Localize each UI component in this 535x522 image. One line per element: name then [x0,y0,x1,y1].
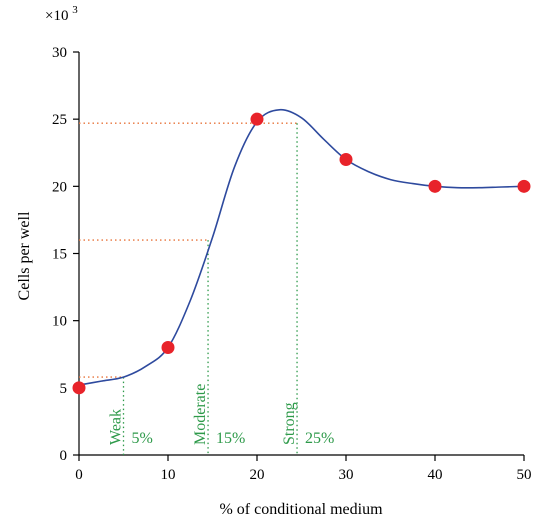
y-tick-label: 15 [52,247,67,263]
markers [72,112,531,395]
annotation-percent: 5% [132,430,153,447]
x-tick-label: 50 [517,467,532,483]
data-point [517,179,531,193]
y-multiplier-base: ×10 [45,8,68,24]
annotation-label: Moderate [192,384,209,445]
x-tick-label: 0 [75,467,83,483]
x-tick-label: 40 [428,467,443,483]
data-point [161,341,175,355]
series-layer [78,108,525,386]
y-axis-title: Cells per well [16,211,33,300]
annotations: Weak 5% Moderate 15% Strong 25% [108,384,335,447]
x-tick-label: 30 [339,467,354,483]
series-line [78,108,525,386]
y-tick-label: 30 [52,45,67,61]
data-point [428,179,442,193]
y-multiplier-exp: 3 [72,4,78,16]
data-point [250,112,264,126]
x-tick-label: 20 [250,467,265,483]
annotation-percent: 25% [305,430,334,447]
y-tick-label: 0 [60,448,68,464]
y-tick-label: 20 [52,179,67,195]
data-point [72,381,86,395]
data-point [339,152,353,166]
y-tick-label: 25 [52,112,67,128]
x-axis-title: % of conditional medium [219,501,383,518]
annotation-label: Weak [108,409,125,445]
y-multiplier-label: ×10 3 [45,4,78,24]
x-tick-label: 10 [161,467,176,483]
y-tick-label: 10 [52,314,67,330]
axes: 0 5 10 15 20 25 30 0 10 20 30 40 50 [52,45,532,483]
reference-lines [79,122,298,455]
annotation-label: Strong [281,402,298,445]
annotation-percent: 15% [216,430,245,447]
y-tick-label: 5 [60,381,68,397]
